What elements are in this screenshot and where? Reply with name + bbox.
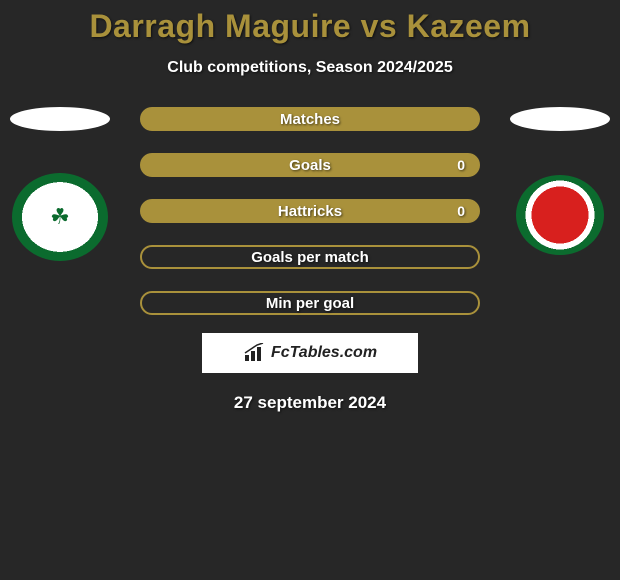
stat-bar-hattricks: Hattricks 0: [140, 199, 480, 223]
fctables-logo-text: FcTables.com: [271, 344, 377, 362]
page-title: Darragh Maguire vs Kazeem: [0, 0, 620, 45]
stat-value-right-goals: 0: [457, 157, 465, 173]
stat-bar-mpg: Min per goal: [140, 291, 480, 315]
shamrock-icon: ☘: [50, 206, 70, 228]
club-crest-right: [516, 175, 604, 255]
player-left-ellipse: [10, 107, 110, 131]
stat-label-matches: Matches: [280, 111, 340, 128]
stat-bar-goals: Goals 0: [140, 153, 480, 177]
page-subtitle: Club competitions, Season 2024/2025: [0, 59, 620, 77]
club-crest-left: ☘: [12, 173, 108, 261]
fctables-logo: FcTables.com: [202, 333, 418, 373]
stat-bars: Matches Goals 0 Hattricks 0 Goals per match Mi…: [140, 107, 480, 315]
player-right-column: [510, 107, 610, 255]
stat-label-hattricks: Hattricks: [278, 203, 342, 220]
stat-label-goals: Goals: [289, 157, 331, 174]
stat-label-gpm: Goals per match: [251, 249, 369, 266]
comparison-date: 27 september 2024: [0, 393, 620, 413]
stat-bar-gpm: Goals per match: [140, 245, 480, 269]
comparison-panel: ☘ Matches Goals 0 Hattricks 0 Goals per match…: [0, 107, 620, 413]
stat-label-mpg: Min per goal: [266, 295, 354, 312]
bar-chart-icon: [243, 343, 267, 363]
stat-bar-matches: Matches: [140, 107, 480, 131]
stat-value-right-hattricks: 0: [457, 203, 465, 219]
player-left-column: ☘: [10, 107, 110, 261]
player-right-ellipse: [510, 107, 610, 131]
